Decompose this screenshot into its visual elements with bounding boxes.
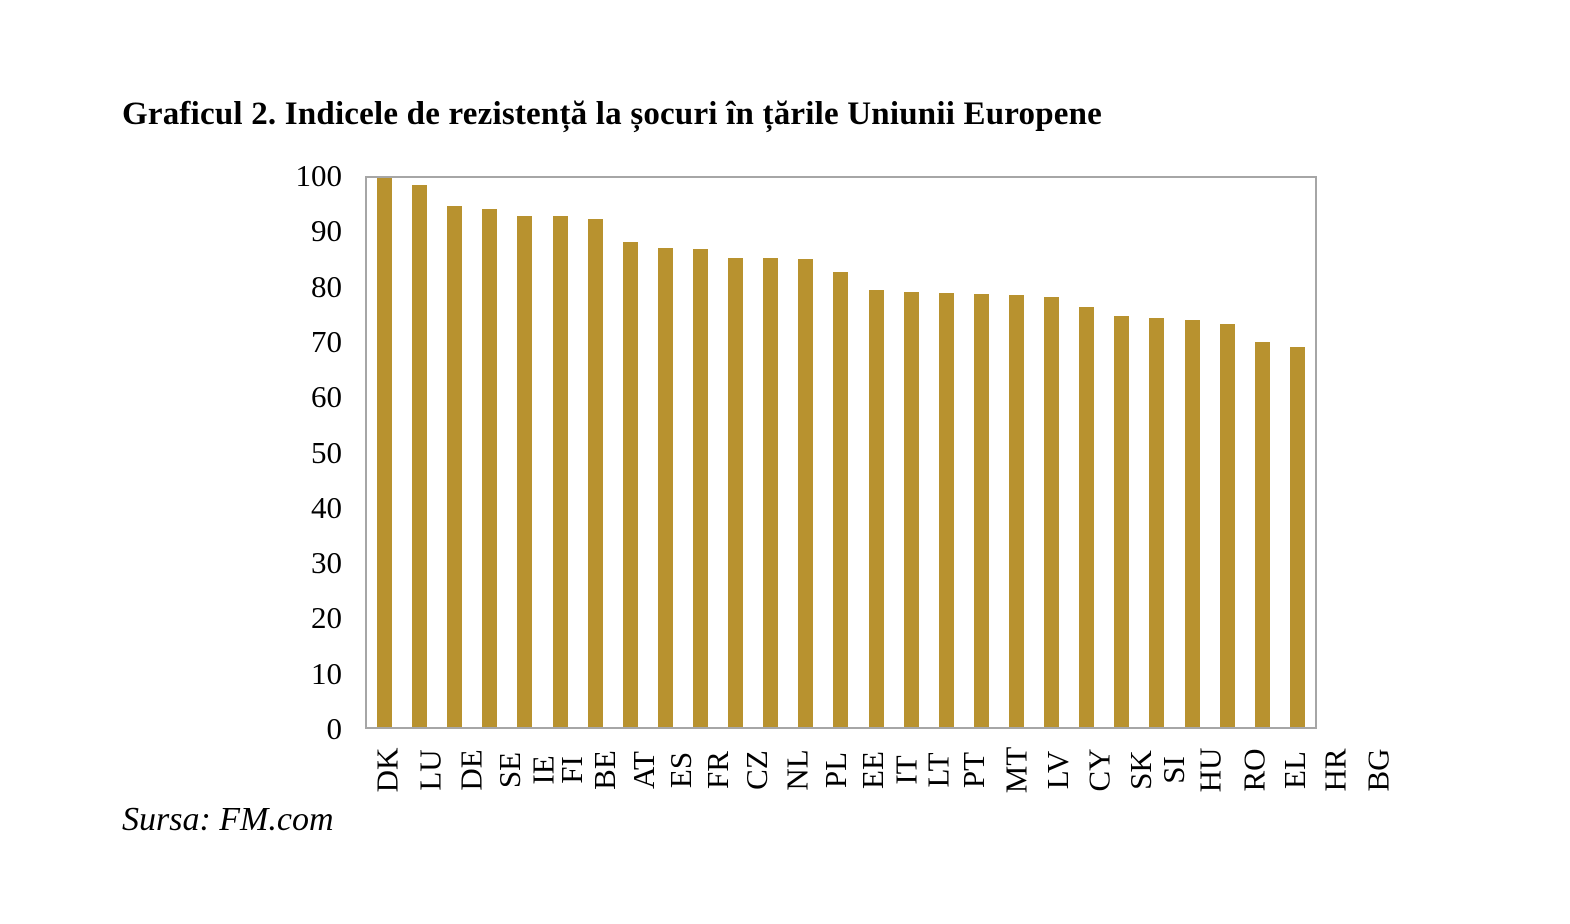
y-tick-label-100: 100 <box>295 158 343 193</box>
x-tick-FI: FI <box>554 731 589 809</box>
x-tick-label-BG: BG <box>1360 748 1396 792</box>
x-tick-NL: NL <box>777 731 818 809</box>
x-tick-label-AT: AT <box>626 751 662 789</box>
bar-RO <box>1184 319 1200 727</box>
bar-NL <box>763 258 779 727</box>
x-tick-SE: SE <box>492 731 528 809</box>
x-tick-label-DK: DK <box>369 747 405 793</box>
x-tick-EE: EE <box>854 731 892 809</box>
bar-EE <box>833 272 849 727</box>
x-tick-label-IT: IT <box>888 755 924 785</box>
x-tick-DK: DK <box>365 731 410 809</box>
x-tick-EL: EL <box>1276 731 1314 809</box>
y-tick-label-20: 20 <box>311 600 342 636</box>
x-tick-LV: LV <box>1039 731 1077 809</box>
x-tick-label-LV: LV <box>1040 750 1076 790</box>
bar-AT <box>622 241 638 727</box>
bar-LT <box>903 291 919 727</box>
bar-MT <box>973 293 989 727</box>
bar-DK <box>377 178 393 727</box>
x-tick-label-SK: SK <box>1122 750 1158 790</box>
x-tick-label-CZ: CZ <box>738 750 774 790</box>
x-tick-label-NL: NL <box>779 749 815 791</box>
bar-IE <box>517 216 533 727</box>
x-tick-label-SE: SE <box>492 751 528 789</box>
source-note: Sursa: FM.com <box>122 801 334 838</box>
x-tick-label-LT: LT <box>920 752 956 788</box>
x-tick-CY: CY <box>1078 731 1121 809</box>
x-tick-label-CY: CY <box>1081 748 1117 792</box>
x-tick-BE: BE <box>585 731 625 809</box>
y-tick-label-0: 0 <box>326 711 343 746</box>
bar-PT <box>938 293 954 727</box>
x-tick-label-EE: EE <box>855 751 891 789</box>
bar-FR <box>693 248 709 727</box>
bar-SK <box>1079 307 1095 727</box>
x-tick-DE: DE <box>451 731 492 809</box>
bar-PL <box>798 259 814 727</box>
x-tick-SI: SI <box>1156 731 1191 809</box>
x-tick-HU: HU <box>1188 731 1233 809</box>
x-tick-HR: HR <box>1314 731 1357 809</box>
bar-BG <box>1289 347 1305 727</box>
x-tick-LT: LT <box>921 731 956 809</box>
x-tick-label-MT: MT <box>997 746 1033 794</box>
bar-LU <box>412 185 428 727</box>
x-tick-label-DE: DE <box>453 749 489 791</box>
x-tick-AT: AT <box>625 731 663 809</box>
x-tick-label-PT: PT <box>956 751 992 789</box>
y-tick-label-80: 80 <box>311 268 342 304</box>
x-tick-label-FI: FI <box>553 756 589 784</box>
bar-CY <box>1044 297 1060 727</box>
x-tick-BG: BG <box>1357 731 1400 809</box>
y-tick-label-70: 70 <box>311 323 342 359</box>
y-tick-label-10: 10 <box>311 655 342 691</box>
y-tick-label-60: 60 <box>311 379 342 415</box>
x-tick-label-RO: RO <box>1236 748 1272 792</box>
x-tick-IT: IT <box>889 731 924 809</box>
bar-HR <box>1254 341 1270 727</box>
chart-title: Graficul 2. Indicele de rezistență la șo… <box>122 96 1103 132</box>
bar-LV <box>1009 294 1025 727</box>
x-tick-SK: SK <box>1121 731 1161 809</box>
x-tick-label-SI: SI <box>1156 756 1192 784</box>
x-tick-PT: PT <box>956 731 992 809</box>
x-tick-label-EL: EL <box>1276 751 1312 789</box>
x-tick-RO: RO <box>1233 731 1276 809</box>
y-tick-label-90: 90 <box>311 213 342 249</box>
x-tick-CZ: CZ <box>737 731 777 809</box>
bar-CZ <box>728 257 744 727</box>
y-tick-label-50: 50 <box>311 434 342 470</box>
bar-FI <box>552 216 568 727</box>
x-tick-FR: FR <box>699 731 737 809</box>
y-tick-label-40: 40 <box>311 489 342 525</box>
x-tick-LU: LU <box>410 731 451 809</box>
x-tick-label-FR: FR <box>700 751 736 789</box>
x-tick-PL: PL <box>818 731 854 809</box>
x-tick-label-HU: HU <box>1192 747 1228 793</box>
x-tick-label-LU: LU <box>412 749 448 791</box>
bar-EL <box>1219 324 1235 727</box>
x-tick-ES: ES <box>663 731 699 809</box>
x-tick-label-BE: BE <box>587 750 623 790</box>
plot-area <box>365 176 1317 729</box>
bar-IT <box>868 290 884 727</box>
bar-SI <box>1114 315 1130 727</box>
x-tick-label-PL: PL <box>818 751 854 789</box>
bar-ES <box>657 247 673 727</box>
bar-SE <box>482 208 498 727</box>
x-tick-label-HR: HR <box>1317 748 1353 792</box>
x-axis-category-labels: DK LU DE SE IE FI BE AT ES FR CZ NL PL EE IT LT PT MT LV CY… <box>365 731 1395 809</box>
bar-HU <box>1149 318 1165 727</box>
x-tick-label-ES: ES <box>663 751 699 789</box>
bar-DE <box>447 206 463 727</box>
bar-BE <box>587 218 603 727</box>
x-tick-MT: MT <box>993 731 1040 809</box>
y-tick-label-30: 30 <box>311 545 342 581</box>
